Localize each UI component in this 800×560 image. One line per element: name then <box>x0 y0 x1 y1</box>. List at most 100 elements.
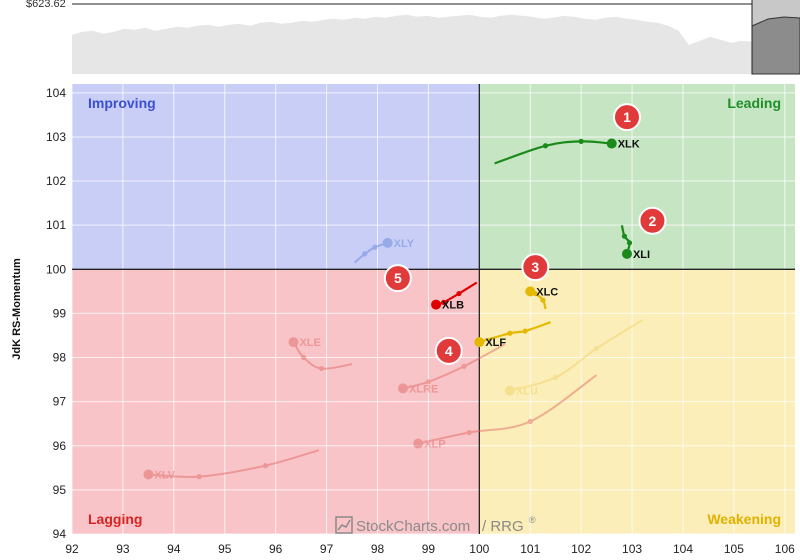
x-tick-label: 99 <box>422 542 436 556</box>
tail-point-xli[interactable] <box>626 240 633 246</box>
badge-1: 1 <box>612 103 641 132</box>
price-panel: $623.62 <box>0 0 800 80</box>
tail-xlu <box>509 319 643 392</box>
series-xlb: XLB <box>431 281 478 312</box>
series-xlv: XLV <box>143 449 320 481</box>
tail-point-xly[interactable] <box>372 244 378 250</box>
tail-point-xlre[interactable] <box>425 379 432 385</box>
head-point-xlb[interactable] <box>431 299 442 310</box>
tail-xlf <box>478 321 551 344</box>
watermark-text: StockCharts.com <box>356 518 470 535</box>
series-xlre: XLRE <box>397 343 506 395</box>
tail-point-xlv[interactable] <box>196 474 202 480</box>
tail-xlp <box>417 374 597 445</box>
y-tick-label: 99 <box>53 306 67 320</box>
label-xlc: XLC <box>536 286 558 298</box>
price-line <box>71 13 753 45</box>
x-tick-labels: 92 93 94 95 96 97 98 99 100 101 102 103 104 105 106 <box>65 542 795 556</box>
tail-point-xle[interactable] <box>301 354 307 361</box>
x-tick-label: 105 <box>724 542 744 556</box>
badges: 1 2 3 4 5 <box>383 103 667 365</box>
series-xlf: XLF <box>474 321 551 349</box>
x-tick-label: 102 <box>571 542 591 556</box>
badge-number: 5 <box>394 270 402 286</box>
y-tick-label: 103 <box>46 130 66 144</box>
tail-xle <box>292 341 353 370</box>
grid <box>71 84 795 535</box>
badge-number: 3 <box>531 259 539 275</box>
quadrant-label-improving: Improving <box>88 95 156 111</box>
badge-circle <box>638 206 667 235</box>
tail-point-xlp[interactable] <box>527 418 533 425</box>
tail-point-xlb[interactable] <box>456 290 462 297</box>
head-point-xly[interactable] <box>382 237 393 248</box>
price-value-label: $623.62 <box>26 0 66 10</box>
y-tick-label: 100 <box>46 262 66 276</box>
tail-point-xlf[interactable] <box>522 328 528 334</box>
label-xly: XLY <box>394 238 415 250</box>
head-point-xlu[interactable] <box>504 385 515 396</box>
rrg-chart: Improving Leading Lagging Weakening StockCh… <box>11 84 795 556</box>
tail-point-xlv[interactable] <box>262 463 269 469</box>
price-highlight-area <box>751 16 800 75</box>
tail-point-xlu[interactable] <box>593 346 600 352</box>
y-tick-label: 104 <box>46 86 66 100</box>
stockcharts-logo-icon <box>335 516 353 534</box>
y-tick-label: 101 <box>46 218 66 232</box>
tail-point-xlb[interactable] <box>441 299 447 305</box>
price-area <box>72 14 752 74</box>
badge-5: 5 <box>383 264 412 293</box>
head-point-xlp[interactable] <box>413 438 424 449</box>
badge-circle <box>434 336 463 365</box>
tail-point-xlp[interactable] <box>466 429 472 436</box>
tail-point-xlk[interactable] <box>542 143 549 149</box>
tail-xly <box>353 241 389 264</box>
head-point-xlk[interactable] <box>606 138 617 149</box>
badge-number: 4 <box>445 343 453 359</box>
x-tick-label: 95 <box>218 542 232 556</box>
series-xlu: XLU <box>504 319 643 398</box>
y-axis-title: JdK RS-Momentum <box>11 258 23 360</box>
series-xli: XLI <box>620 224 650 261</box>
tail-xli <box>620 224 631 255</box>
quadrant-label-leading: Leading <box>727 95 781 111</box>
y-tick-label: 102 <box>46 174 66 188</box>
head-point-xlc[interactable] <box>525 286 536 297</box>
tail-point-xlk[interactable] <box>578 138 584 144</box>
label-xlf: XLF <box>485 337 506 349</box>
label-xlu: XLU <box>516 386 538 398</box>
badge-number: 1 <box>623 109 631 125</box>
series-xle: XLE <box>288 337 353 372</box>
series-tails: XLY XLE XLRE XLU XLP XLV XLK XLI XLC XLF XLB <box>143 138 650 481</box>
center-lines <box>72 84 795 534</box>
label-xlp: XLP <box>424 439 445 451</box>
tail-point-xlf[interactable] <box>507 330 513 336</box>
tail-point-xlre[interactable] <box>461 363 467 369</box>
label-xlv: XLV <box>154 469 175 481</box>
stockcharts-logo-frame <box>335 516 353 534</box>
x-tick-label: 96 <box>269 542 283 556</box>
tail-xlk <box>494 140 612 165</box>
y-tick-label: 97 <box>53 395 67 409</box>
tail-point-xly[interactable] <box>362 251 368 257</box>
quadrants <box>72 84 795 534</box>
tail-point-xlc[interactable] <box>540 297 546 303</box>
tail-point-xle[interactable] <box>318 365 325 372</box>
watermark: StockCharts.com / RRG ® <box>335 515 536 535</box>
head-point-xlf[interactable] <box>474 337 485 348</box>
badge-circle <box>383 264 412 293</box>
x-tick-label: 97 <box>320 542 334 556</box>
head-point-xlv[interactable] <box>143 469 154 480</box>
x-tick-label: 106 <box>775 542 795 556</box>
head-point-xli[interactable] <box>621 248 632 259</box>
label-xli: XLI <box>633 249 650 261</box>
head-point-xlre[interactable] <box>397 383 408 394</box>
x-tick-label: 103 <box>622 542 642 556</box>
label-xlb: XLB <box>442 300 464 312</box>
tail-point-xlu[interactable] <box>553 374 559 380</box>
head-point-xle[interactable] <box>288 337 299 348</box>
y-tick-label: 94 <box>53 527 67 541</box>
tail-point-xli[interactable] <box>621 233 628 239</box>
y-tick-label: 96 <box>53 439 67 453</box>
x-tick-label: 94 <box>167 542 181 556</box>
